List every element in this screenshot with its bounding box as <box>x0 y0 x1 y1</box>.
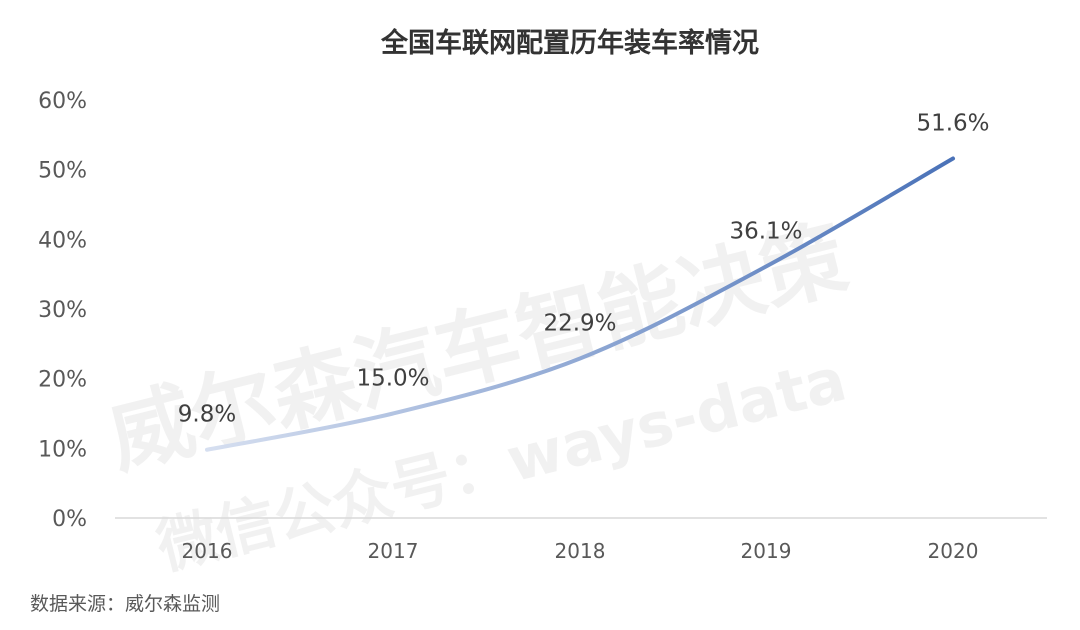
x-tick-label: 2020 <box>928 539 979 563</box>
y-axis-ticks: 0% 10% 20% 30% 40% 50% 60% <box>38 89 87 532</box>
data-label: 36.1% <box>729 219 802 245</box>
data-label: 9.8% <box>178 402 236 428</box>
source-note: 数据来源：威尔森监测 <box>30 593 220 615</box>
y-tick-label: 40% <box>38 228 87 253</box>
series-line <box>205 156 955 452</box>
data-label: 22.9% <box>543 310 616 336</box>
y-tick-label: 30% <box>38 298 87 323</box>
data-label: 51.6% <box>916 111 989 137</box>
y-tick-label: 20% <box>38 368 87 393</box>
y-tick-label: 0% <box>52 507 87 532</box>
data-label: 15.0% <box>356 366 429 392</box>
x-tick-label: 2017 <box>368 539 419 563</box>
y-tick-label: 10% <box>38 437 87 462</box>
chart-title: 全国车联网配置历年装车率情况 <box>380 27 759 59</box>
y-tick-label: 60% <box>38 89 87 114</box>
x-tick-label: 2019 <box>741 539 792 563</box>
data-labels: 9.8% 15.0% 22.9% 36.1% 51.6% <box>178 111 990 428</box>
x-tick-label: 2018 <box>555 539 606 563</box>
x-tick-label: 2016 <box>182 539 233 563</box>
y-tick-label: 50% <box>38 159 87 184</box>
x-axis-ticks: 2016 2017 2018 2019 2020 <box>182 539 979 563</box>
